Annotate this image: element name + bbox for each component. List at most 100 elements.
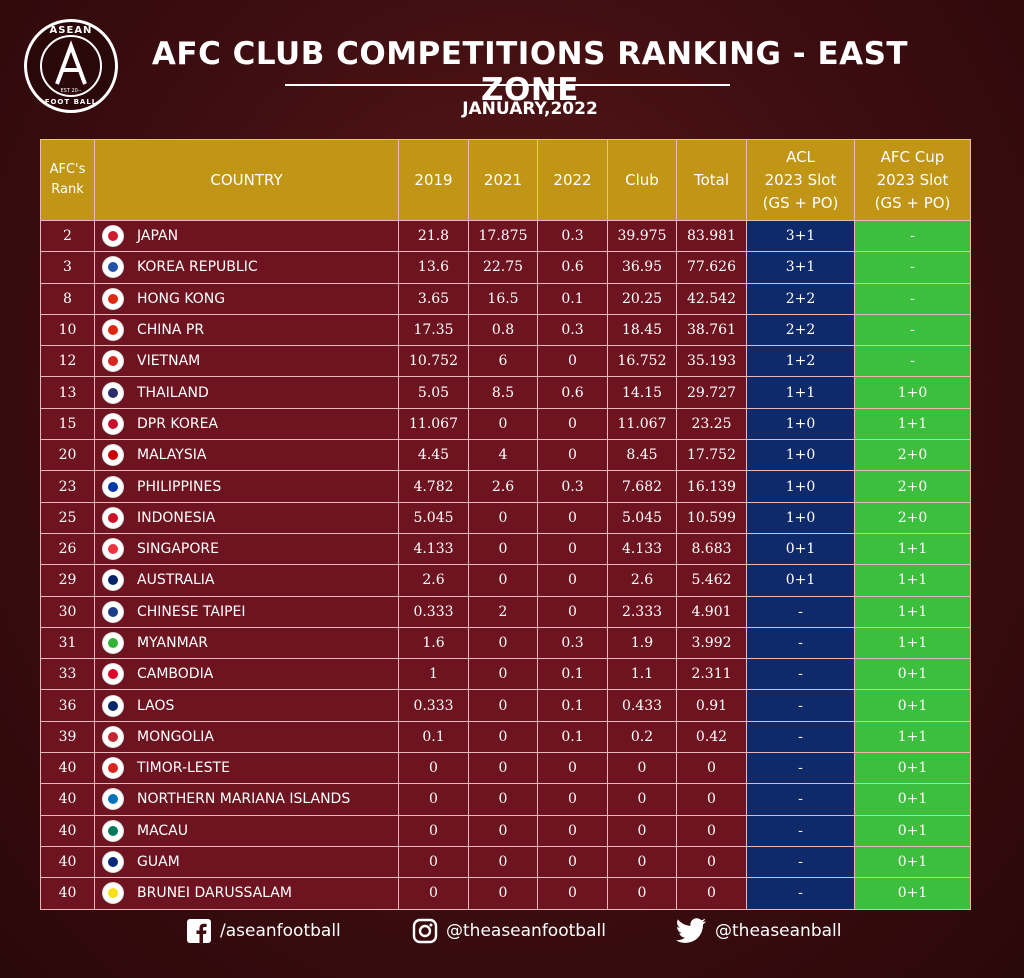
table-row: 23 PHILIPPINES 4.782 2.6 0.3 7.682 16.139 1+0 2+… xyxy=(40,470,971,503)
instagram-icon xyxy=(412,918,438,944)
flag-icon xyxy=(103,601,123,622)
country-name: SINGAPORE xyxy=(137,541,219,558)
value-2021-cell: 2 xyxy=(468,595,538,628)
club-cell: 0 xyxy=(607,752,677,785)
value-2019-cell: 0.1 xyxy=(398,720,469,754)
rank-cell: 25 xyxy=(40,501,95,534)
page-title: AFC CLUB COMPETITIONS RANKING - EAST ZON… xyxy=(151,36,909,108)
acl-slot-cell: 1+0 xyxy=(746,407,855,441)
value-2021-cell: 0 xyxy=(468,501,538,534)
value-2022-cell: 0.3 xyxy=(537,470,608,503)
acl-slot-cell: - xyxy=(746,814,855,847)
col-header-2021: 2021 xyxy=(468,139,538,221)
total-cell: 5.462 xyxy=(676,564,747,597)
country-name: MALAYSIA xyxy=(137,447,207,464)
afc-cup-slot-cell: 1+1 xyxy=(854,564,971,597)
total-cell: 0 xyxy=(676,783,747,816)
flag-icon xyxy=(103,320,123,341)
acl-slot-cell: 3+1 xyxy=(746,251,855,284)
afc-cup-slot-cell: - xyxy=(854,313,971,347)
rank-cell: 20 xyxy=(40,439,95,472)
value-2022-cell: 0 xyxy=(537,877,608,910)
club-cell: 8.45 xyxy=(607,439,677,472)
flag-icon xyxy=(103,413,123,434)
flag-icon xyxy=(103,382,123,403)
value-2019-cell: 0.333 xyxy=(398,689,469,722)
club-cell: 39.975 xyxy=(607,219,677,253)
club-cell: 1.1 xyxy=(607,658,677,691)
flag-icon xyxy=(103,664,123,685)
acl-slot-cell: - xyxy=(746,845,855,879)
logo-bottom-text: FOOT BALL xyxy=(44,98,98,106)
value-2019-cell: 0 xyxy=(398,845,469,879)
value-2021-cell: 0 xyxy=(468,720,538,754)
country-cell: BRUNEI DARUSSALAM xyxy=(94,877,399,910)
total-cell: 29.727 xyxy=(676,376,747,409)
footer-facebook[interactable]: /aseanfootball xyxy=(186,916,341,946)
value-2022-cell: 0.1 xyxy=(537,658,608,691)
total-cell: 16.139 xyxy=(676,470,747,503)
club-cell: 5.045 xyxy=(607,501,677,534)
value-2021-cell: 0 xyxy=(468,689,538,722)
country-cell: NORTHERN MARIANA ISLANDS xyxy=(94,783,399,816)
club-cell: 4.133 xyxy=(607,532,677,566)
acl-slot-cell: 0+1 xyxy=(746,564,855,597)
table-row: 31 MYANMAR 1.6 0 0.3 1.9 3.992-1+1 xyxy=(40,626,971,660)
table-row: 33 CAMBODIA 1 0 0.1 1.1 2.311-0+1 xyxy=(40,658,971,691)
value-2019-cell: 17.35 xyxy=(398,313,469,347)
afc-cup-slot-cell: - xyxy=(854,219,971,253)
club-cell: 0 xyxy=(607,783,677,816)
afc-cup-slot-cell: 0+1 xyxy=(854,814,971,847)
afc-cup-slot-cell: 1+1 xyxy=(854,407,971,441)
table-row: 2 JAPAN 21.8 17.875 0.3 39.975 83.981 3+1- xyxy=(40,219,971,253)
value-2019-cell: 2.6 xyxy=(398,564,469,597)
country-name: MONGOLIA xyxy=(137,728,214,745)
value-2019-cell: 0 xyxy=(398,814,469,847)
value-2021-cell: 2.6 xyxy=(468,470,538,503)
country-cell: AUSTRALIA xyxy=(94,564,399,597)
table-row: 15 DPR KOREA 11.067 0 0 11.067 23.25 1+0 1+1 xyxy=(40,407,971,441)
table-row: 26 SINGAPORE 4.133 0 0 4.133 8.683 0+1 1+1 xyxy=(40,532,971,566)
value-2022-cell: 0 xyxy=(537,595,608,628)
country-cell: CAMBODIA xyxy=(94,658,399,691)
country-name: CHINESE TAIPEI xyxy=(137,603,246,620)
total-cell: 8.683 xyxy=(676,532,747,566)
footer-twitter[interactable]: @theaseanball xyxy=(675,916,841,946)
country-name: AUSTRALIA xyxy=(137,572,215,589)
value-2021-cell: 22.75 xyxy=(468,251,538,284)
value-2022-cell: 0 xyxy=(537,814,608,847)
value-2021-cell: 8.5 xyxy=(468,376,538,409)
rank-cell: 10 xyxy=(40,313,95,347)
col-header-rank: AFC's Rank xyxy=(40,139,95,221)
club-cell: 0 xyxy=(607,877,677,910)
acl-slot-cell: - xyxy=(746,658,855,691)
table-row: 40 MACAU 0 0 0 0 0-0+1 xyxy=(40,814,971,847)
facebook-handle: /aseanfootball xyxy=(220,921,341,941)
flag-icon xyxy=(103,570,123,591)
club-cell: 0.433 xyxy=(607,689,677,722)
value-2021-cell: 0 xyxy=(468,564,538,597)
value-2021-cell: 0 xyxy=(468,845,538,879)
value-2019-cell: 1 xyxy=(398,658,469,691)
acl-slot-cell: - xyxy=(746,783,855,816)
total-cell: 35.193 xyxy=(676,345,747,378)
country-name: INDONESIA xyxy=(137,509,216,526)
acl-slot-cell: 1+0 xyxy=(746,470,855,503)
footer-instagram[interactable]: @theaseanfootball xyxy=(412,916,606,946)
acl-slot-cell: - xyxy=(746,595,855,628)
flag-icon xyxy=(103,288,123,309)
value-2021-cell: 0.8 xyxy=(468,313,538,347)
total-cell: 38.761 xyxy=(676,313,747,347)
rank-cell: 12 xyxy=(40,345,95,378)
country-name: PHILIPPINES xyxy=(137,478,222,495)
flag-icon xyxy=(103,758,123,779)
table-row: 36 LAOS 0.333 0 0.1 0.433 0.91-0+1 xyxy=(40,689,971,722)
value-2022-cell: 0 xyxy=(537,407,608,441)
rank-cell: 3 xyxy=(40,251,95,284)
table-header-row: AFC's Rank COUNTRY 2019 2021 2022 Club To… xyxy=(40,139,971,221)
rank-cell: 23 xyxy=(40,470,95,503)
acl-slot-cell: - xyxy=(746,689,855,722)
rank-cell: 40 xyxy=(40,877,95,910)
afc-cup-slot-cell: - xyxy=(854,345,971,378)
flag-icon xyxy=(103,820,123,841)
